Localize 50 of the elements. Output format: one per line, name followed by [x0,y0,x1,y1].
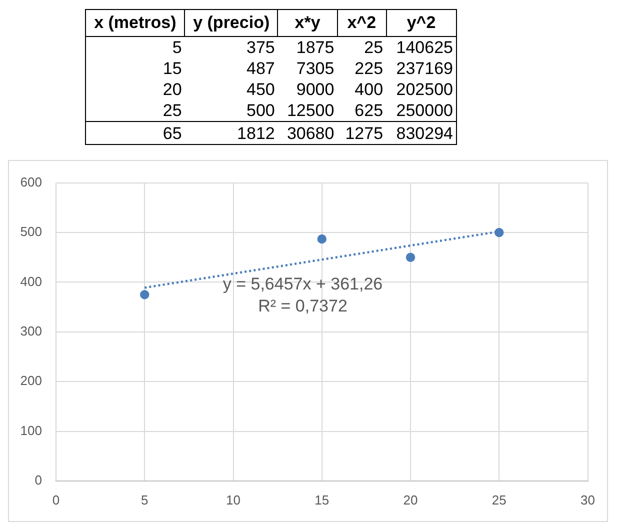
text: 625 [354,101,384,120]
text: 830294 [396,124,453,142]
y-tick-label: 400 [20,274,42,289]
category-label: x (metros) [86,10,185,36]
text: 65 [162,124,182,142]
x-tick-label: 0 [52,492,60,508]
y-tick-label: 300 [20,323,42,338]
text: 450 [246,80,275,99]
y-tick-label: 0 [34,472,42,488]
text: 25 [364,38,384,57]
category-label: y^2 [386,10,456,36]
text: 500 [246,101,275,120]
category-label: y (precio) [184,10,278,36]
point [140,290,150,300]
annotation: y = 5,6457x + 361,26 [222,274,383,294]
y-tick-label: 500 [20,224,42,240]
text: 1875 [296,38,334,57]
x-tick-label: 5 [141,492,148,508]
text: 400 [354,80,384,99]
text: 7305 [296,59,334,78]
text: 30680 [286,124,334,142]
x-tick-label: 25 [492,492,506,508]
text: 15 [162,59,182,78]
y-tick-label: 600 [20,174,42,190]
category-label: x^2 [337,10,386,36]
x-tick-label: 30 [580,492,596,508]
text: 487 [246,59,275,78]
text: 237169 [396,59,453,78]
text: 9000 [296,80,334,99]
y-tick-label: 100 [20,422,42,438]
point [317,234,326,244]
text: 140625 [396,38,453,57]
text: 375 [246,38,275,57]
text: 25 [162,101,182,120]
text: 202500 [396,80,453,99]
category-label: x*y [278,10,338,36]
text: 225 [354,59,384,78]
text: 12500 [286,101,334,120]
x-tick-label: 10 [226,492,240,508]
x-tick-label: 20 [403,492,418,508]
text: 1275 [345,124,384,142]
point [406,252,416,262]
text: 5 [172,38,182,57]
text: 250000 [396,101,453,120]
y-tick-label: 200 [20,373,42,388]
text: 20 [162,80,182,99]
annotation: R² = 0,7372 [258,296,348,316]
point [494,228,504,238]
text: 1812 [237,124,275,142]
x-tick-label: 15 [314,492,330,508]
